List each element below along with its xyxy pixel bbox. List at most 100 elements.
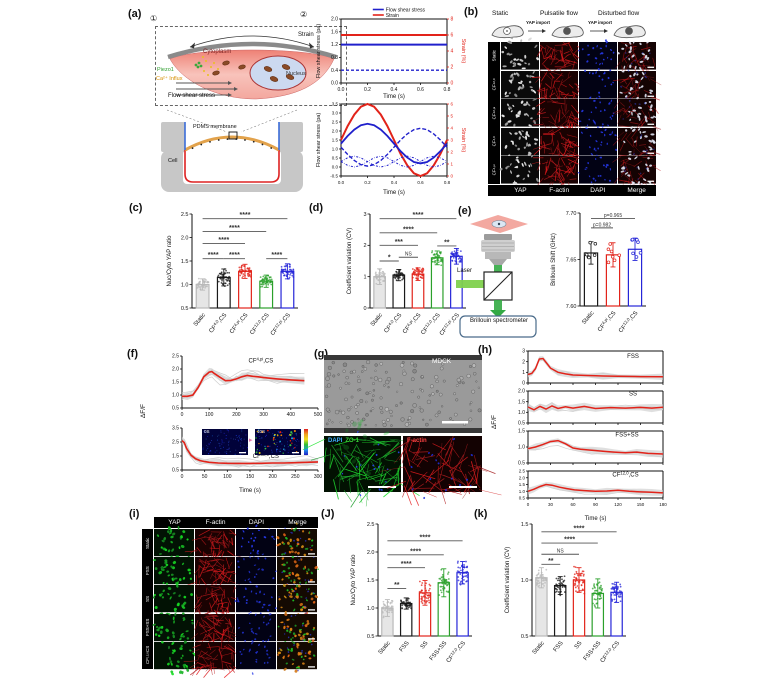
data-point [456,255,458,258]
line-shape [382,442,400,458]
y-tick-label: 0.5 [172,406,179,412]
ellipse-shape [531,107,536,110]
rect-shape [540,70,578,99]
ellipse-shape [588,175,591,178]
data-point [383,603,386,606]
ellipse-shape [159,553,162,555]
line-shape [544,87,546,95]
line-shape [561,51,564,63]
ellipse-shape [632,109,637,112]
ellipse-shape [609,69,612,71]
circle-shape [368,391,372,394]
line-shape [224,629,238,635]
line-shape [227,633,232,643]
ellipse-shape [263,615,265,618]
data-point [384,609,386,611]
rect-shape [272,433,274,435]
data-point [262,283,265,286]
ellipse-shape [525,113,530,117]
rect-shape [226,453,228,455]
data-point [620,590,623,593]
line-shape [438,480,447,505]
data-point [377,279,380,281]
ellipse-shape [167,593,170,596]
path-shape [166,109,228,133]
ellipse-shape [594,121,596,125]
circle-shape [426,399,432,405]
ellipse-shape [601,125,604,128]
line-shape [373,440,385,445]
micrograph-factin [191,613,240,647]
ellipse-shape [515,156,519,159]
data-point [242,273,245,276]
ellipse-shape [595,139,598,143]
ellipse-shape [290,527,293,530]
data-point [270,280,273,283]
line-shape [217,618,220,625]
ellipse-shape [262,639,265,643]
tspan-shape: 0.0 [338,180,345,185]
data-point [582,580,585,583]
ellipse-shape [304,579,307,581]
data-point [592,593,595,596]
line-shape [208,637,220,642]
polygon-shape [228,81,232,85]
ellipse-shape [239,650,242,653]
data-point [606,247,611,252]
line-shape [572,120,577,128]
panel-i-row-labels: Static FSS SS FSS+SS CF 12,0 CS [142,529,153,669]
tspan-shape: 1.5 [518,399,525,405]
tspan-shape: 0.4 [331,68,338,74]
ellipse-shape [299,582,301,584]
data-point [575,570,578,573]
circle-shape [345,375,349,380]
line-shape [382,472,399,487]
ellipse-shape [581,48,584,51]
line-shape [562,92,569,100]
scale-bar [308,581,315,583]
line-shape [206,560,215,570]
circle-shape [365,400,368,404]
calcium-ion-icon [203,70,205,72]
circle-shape [471,389,476,394]
data-point [434,259,437,262]
tspan-shape: **** [564,537,575,544]
x-category-label: CF12,0,CS [617,309,640,334]
ellipse-shape [311,544,314,547]
circle-shape [379,362,383,366]
rect-shape [501,156,539,184]
rect-shape [618,99,656,127]
data-point [538,576,541,579]
data-point [290,269,293,272]
line-shape [211,559,220,569]
line-shape [550,76,553,90]
ellipse-shape [262,621,265,623]
line-shape [540,47,545,59]
line-shape [543,175,554,181]
data-point [434,255,437,258]
tspan-shape: **** [218,237,229,244]
tspan-shape: CF [597,323,607,333]
line-shape [407,458,421,468]
ellipse-shape [594,158,597,161]
rect-shape [240,438,242,440]
data-point [618,596,621,598]
line-shape [612,156,622,163]
y-axis-label: Coefficient variation (CV) [347,228,353,295]
line-shape [350,489,363,508]
data-point [263,277,266,280]
data-point [224,272,227,275]
tspan-shape: 1.6 [331,29,338,35]
circle-shape [361,417,366,422]
line-shape [413,451,429,453]
circle-shape [469,403,472,406]
circle-shape [359,399,364,403]
ellipse-shape [627,69,630,72]
x-category-label: CF12,0,CS [598,639,621,664]
ellipse-shape [302,622,305,625]
ellipse-shape [630,126,633,130]
data-point [620,592,623,595]
ellipse-shape [270,596,273,599]
data-point [612,587,615,590]
